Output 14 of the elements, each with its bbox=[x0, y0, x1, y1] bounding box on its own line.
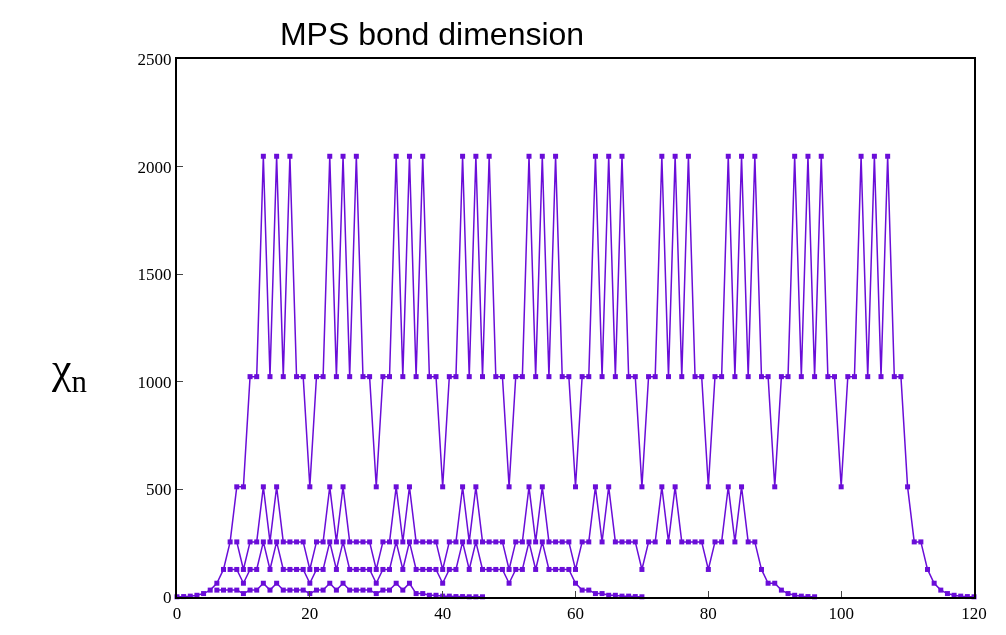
x-tick-label: 120 bbox=[961, 604, 987, 624]
y-tick-label: 1500 bbox=[137, 265, 172, 285]
chart-title: MPS bond dimension bbox=[279, 15, 585, 52]
y-axis-title: χ$_{n}$ bbox=[51, 344, 87, 400]
x-tick-label: 100 bbox=[828, 604, 854, 624]
y-tick-label: 500 bbox=[146, 480, 172, 500]
x-tick-label: 40 bbox=[434, 604, 452, 624]
y-tick-label: 1000 bbox=[137, 372, 172, 392]
y-tick-label: 2500 bbox=[137, 49, 172, 69]
x-tick-label: 60 bbox=[567, 604, 584, 624]
x-tick-label: 80 bbox=[699, 604, 717, 624]
y-tick-label: 2000 bbox=[137, 157, 172, 177]
y-tick-label: 0 bbox=[163, 587, 172, 607]
x-tick-label: 20 bbox=[301, 604, 319, 624]
